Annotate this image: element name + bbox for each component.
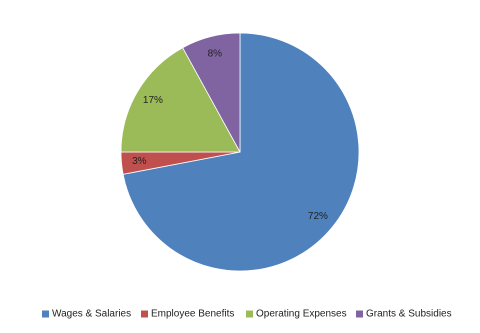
data-label: 3%: [132, 156, 147, 167]
pie-slice: [182, 32, 241, 153]
legend-swatch: [356, 310, 363, 318]
legend-label: Operating Expenses: [256, 309, 347, 320]
legend-swatch: [141, 310, 148, 318]
data-label: 72%: [308, 211, 328, 222]
legend-label: Grants & Subsidies: [366, 309, 452, 320]
legend-label: Wages & Salaries: [52, 309, 131, 320]
pie-slice: [120, 47, 241, 153]
pie-slice: [122, 32, 360, 272]
legend-swatch: [42, 310, 49, 318]
legend-label: Employee Benefits: [151, 309, 234, 320]
data-label: 8%: [208, 49, 223, 60]
data-label: 17%: [143, 95, 163, 106]
legend-swatch: [246, 310, 253, 318]
